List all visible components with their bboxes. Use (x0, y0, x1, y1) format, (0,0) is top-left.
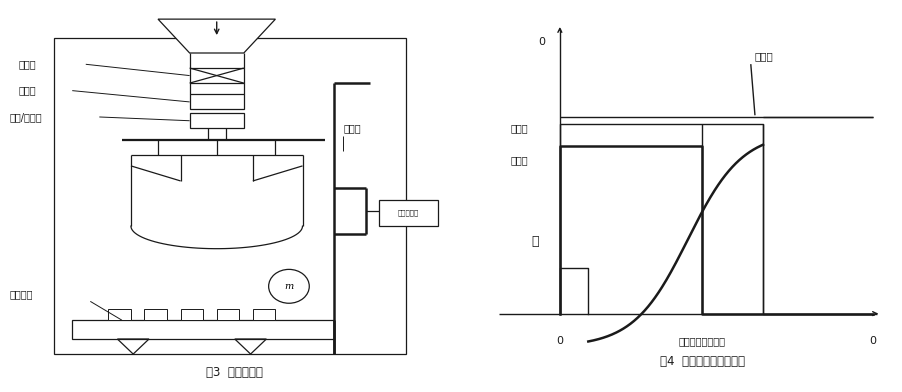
Text: 质量（去皮夹重）: 质量（去皮夹重） (677, 336, 725, 346)
Bar (379, 200, 437, 226)
Text: 大进料: 大进料 (510, 155, 528, 165)
Bar (108, 309, 131, 320)
Bar (253, 309, 275, 320)
Text: －: － (531, 235, 538, 248)
Bar (216, 309, 239, 320)
Text: 小进料: 小进料 (510, 123, 528, 133)
Circle shape (269, 269, 308, 303)
Text: 升降架: 升降架 (343, 123, 361, 133)
Text: 称量平台: 称量平台 (9, 289, 32, 299)
Bar (72, 320, 334, 339)
Text: m: m (284, 282, 293, 291)
Text: 0: 0 (556, 336, 563, 346)
Text: 采样口: 采样口 (18, 85, 36, 96)
Bar (180, 309, 203, 320)
Text: 设定值: 设定值 (754, 51, 773, 61)
Text: 0: 0 (869, 336, 875, 346)
Text: 0: 0 (538, 37, 545, 47)
Text: 图4  称量过程的动态曲线: 图4 称量过程的动态曲线 (658, 355, 744, 368)
Bar (189, 94, 244, 109)
Text: 称重控制器: 称重控制器 (398, 210, 419, 216)
Text: 充气/除尘口: 充气/除尘口 (9, 112, 41, 122)
Bar (189, 113, 244, 128)
Text: 图3  控制示意图: 图3 控制示意图 (207, 367, 262, 379)
Bar (189, 68, 244, 83)
Polygon shape (158, 19, 275, 53)
Text: 进料闸: 进料闸 (18, 59, 36, 69)
Bar (144, 309, 167, 320)
